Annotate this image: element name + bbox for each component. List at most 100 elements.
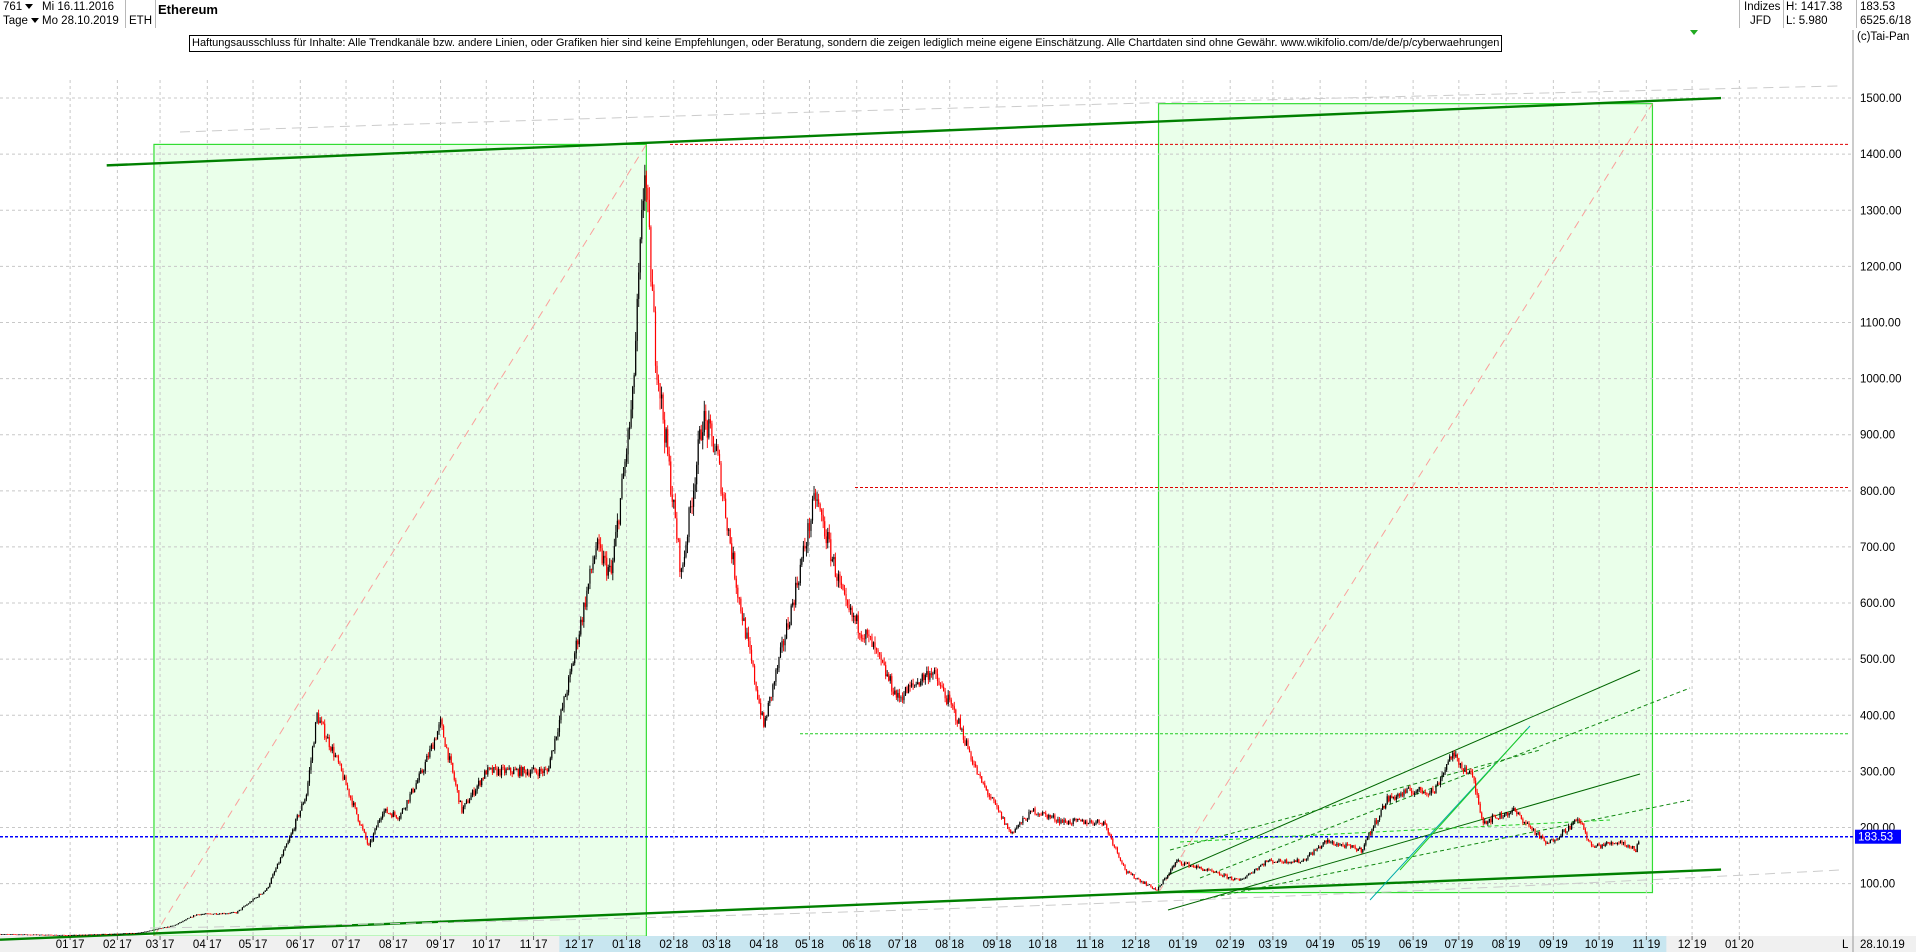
candle-body (1139, 879, 1141, 882)
candle-body (1470, 770, 1472, 772)
candle-body (1029, 810, 1032, 813)
candle-body (668, 454, 670, 462)
candle-body (1193, 865, 1195, 867)
candle-body (665, 429, 667, 443)
candle-body (708, 419, 710, 438)
candle-body (1380, 809, 1382, 816)
candle-body (136, 932, 138, 934)
candle-body (20, 934, 22, 936)
candle-body (904, 687, 907, 696)
candle-body (811, 499, 814, 521)
candle-body (153, 929, 155, 931)
candle-body (537, 772, 539, 776)
candle-body (671, 494, 673, 502)
candle-body (334, 755, 336, 757)
candle-body (1366, 837, 1368, 840)
candle-body (1196, 865, 1198, 869)
candle-body (348, 788, 350, 796)
candle-body (7, 934, 9, 935)
candle-body (659, 383, 661, 399)
period-value: Tage (3, 15, 28, 27)
candle-body (856, 615, 858, 622)
candle-body (122, 933, 125, 935)
candle-body (903, 695, 905, 701)
candle-body (510, 767, 512, 773)
candle-body (909, 685, 911, 687)
candle-body (1125, 869, 1128, 874)
candle-body (1487, 821, 1489, 824)
candle-body (1237, 878, 1239, 880)
candle-body (674, 499, 676, 519)
candle-body (1144, 882, 1146, 884)
candle-body (1568, 825, 1570, 832)
candle-body (1569, 825, 1571, 830)
candle-body (1064, 819, 1067, 823)
candle-body (1488, 818, 1490, 822)
candle-body (827, 532, 829, 544)
candle-body (14, 934, 16, 936)
candle-body (407, 800, 410, 802)
dropdown-arrow-icon[interactable] (30, 18, 39, 23)
candle-body (1215, 872, 1218, 873)
candle-body (959, 718, 961, 730)
period-select[interactable]: Tage (3, 15, 42, 27)
candle-body (1324, 840, 1326, 843)
candle-body (1150, 884, 1152, 887)
candle-body (1301, 860, 1303, 862)
candle-body (837, 574, 840, 581)
candle-body (1014, 828, 1016, 833)
candle-body (868, 634, 870, 637)
candle-body (950, 699, 952, 705)
candle-body (1406, 788, 1408, 793)
candle-body (1327, 839, 1329, 843)
candle-body (302, 803, 304, 805)
candle-body (135, 933, 137, 934)
candle-body (96, 934, 99, 936)
candle-body (836, 576, 838, 581)
candle-body (1040, 814, 1042, 816)
candle-body (891, 676, 893, 692)
candle-body (1298, 859, 1300, 863)
candle-body (728, 529, 730, 531)
candle-body (378, 820, 381, 822)
candle-body (1313, 850, 1315, 855)
channel-line (1167, 669, 1641, 876)
candle-body (388, 813, 390, 814)
candle-body (1281, 861, 1283, 863)
candle-body (642, 200, 644, 210)
candle-body (229, 912, 231, 914)
candle-body (217, 914, 219, 916)
candle-body (1624, 841, 1626, 846)
candle-body (981, 776, 983, 783)
candle-body (1045, 812, 1047, 815)
candle-body (619, 498, 622, 525)
candle-body (356, 807, 358, 815)
candle-body (8, 934, 10, 935)
candle-body (60, 935, 62, 936)
candle-body (1310, 853, 1312, 854)
candle-body (1188, 862, 1190, 867)
dropdown-arrow-icon[interactable] (25, 4, 34, 9)
candle-body (714, 450, 716, 452)
candle-body (359, 820, 361, 825)
candle-body (802, 545, 804, 559)
candle-body (255, 897, 257, 899)
candle-body (569, 671, 571, 678)
candle-body (429, 749, 431, 758)
candle-body (603, 555, 605, 564)
candle-body (104, 933, 106, 935)
candle-body (1372, 826, 1375, 829)
candle-body (882, 659, 884, 663)
y-tick-label: 1300.00 (1860, 205, 1902, 217)
candle-body (328, 737, 330, 748)
candle-body (260, 894, 262, 895)
candle-body (782, 640, 785, 646)
bar-count[interactable]: 761 (3, 1, 36, 13)
candle-body (1292, 861, 1294, 863)
candle-body (851, 607, 853, 617)
candle-body (71, 935, 73, 936)
candle-body (755, 681, 757, 690)
candle-body (1205, 869, 1207, 871)
candle-body (554, 738, 556, 751)
